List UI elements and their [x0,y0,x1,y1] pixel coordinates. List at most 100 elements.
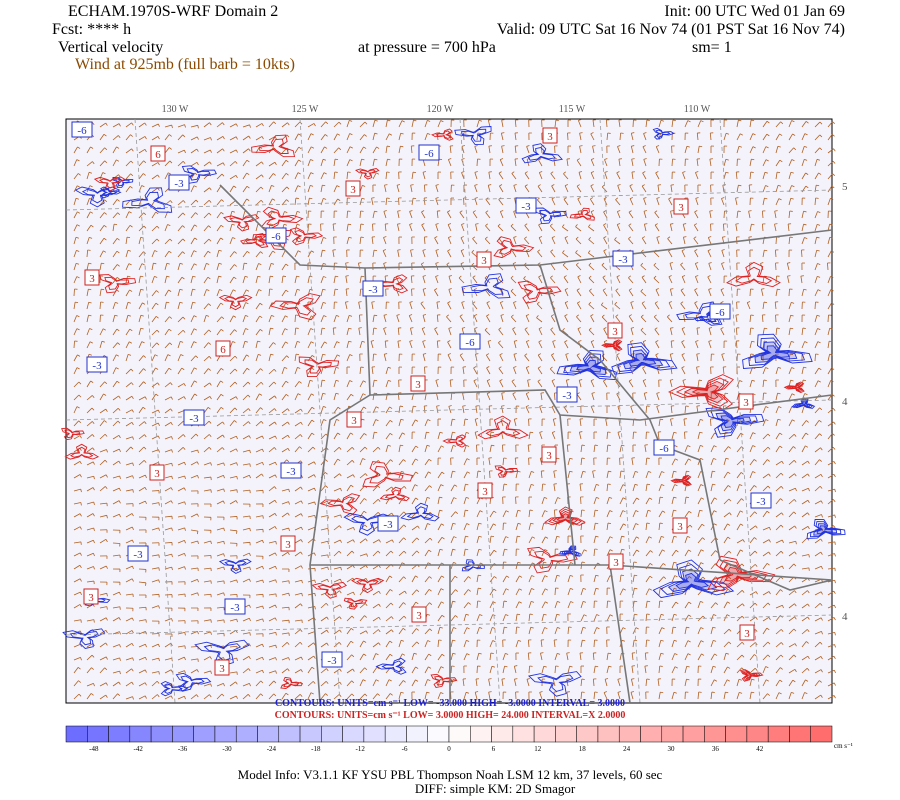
wind-barb-flag [374,392,378,395]
wind-barb [424,679,428,687]
wind-barb-flag [144,434,147,438]
wind-barb [164,642,172,648]
wind-barb [645,575,651,583]
wind-barb [722,185,725,193]
wind-barb-flag [687,120,691,123]
wind-barb-flag [640,327,644,331]
wind-barb [436,210,439,219]
wind-barb [630,692,634,700]
wind-barb-flag [695,340,699,342]
wind-barb [320,159,324,167]
wind-barb [125,578,133,583]
wind-barb [320,289,324,297]
wind-barb [164,527,172,531]
wind-barb [749,602,756,609]
wind-barb-flag [389,133,393,136]
wind-barb-flag [248,148,251,152]
wind-barb [593,484,597,492]
wind-barb-flag [358,262,362,264]
wind-barb [203,396,211,401]
wind-barb [216,447,223,453]
wind-barb-flag [249,566,251,571]
wind-barb-flag [140,275,144,278]
wind-barb-flag [630,405,634,407]
wind-barb-flag [563,171,567,175]
valid: Valid: 09 UTC Sat 16 Nov 74 (01 PST Sat … [497,21,845,38]
wind-barb [580,679,583,687]
wind-barb [500,315,504,323]
wind-barb [424,628,430,635]
wind-barb-flag [262,618,264,622]
wind-barb [448,406,452,414]
wind-barb [409,224,413,232]
wind-barb-flag [287,408,290,412]
wind-barb [657,185,660,193]
wind-barb [385,486,392,492]
wind-barb-flag [609,536,613,539]
wind-barb [434,237,439,245]
wind-barb-flag [322,301,327,304]
wind-barb [255,263,259,271]
wind-barb-flag [353,514,355,518]
wind-barb [694,211,699,219]
wind-barb [177,383,185,388]
wind-barb-flag [620,574,625,576]
wind-barb [294,669,302,674]
wind-barb [684,405,687,414]
wind-barb [383,263,387,271]
wind-barb-flag [259,315,263,319]
wind-barb [73,237,77,245]
wind-barb-flag [693,236,697,239]
wind-barb-flag [128,211,132,214]
wind-barb [658,692,661,700]
wind-barb-flag [246,251,250,254]
wind-barb-flag [119,448,121,453]
wind-barb [472,303,478,310]
wind-barb-flag [349,380,353,383]
wind-barb [489,510,495,518]
wind-barb [411,575,416,583]
wind-barb [190,658,198,661]
wind-barb-flag [514,340,518,342]
wind-barb [138,421,145,427]
wind-barb [723,653,727,661]
wind-barb-flag [326,642,329,646]
wind-barb [359,564,367,570]
wind-barb [164,263,168,271]
wind-barb [151,527,159,531]
wind-barb-flag [688,614,692,617]
wind-barb-flag [751,691,755,694]
wind-barb [762,302,765,310]
wind-barb-flag [462,327,466,329]
wind-barb-flag [602,288,606,291]
wind-barb-flag [273,121,277,125]
wind-barb [554,601,558,609]
wind-barb-flag [415,575,419,578]
wind-barb-flag [300,408,303,412]
wind-barb [580,457,583,466]
wind-barb [281,367,285,375]
wind-barb [281,315,286,323]
wind-barb-flag [348,327,352,330]
wind-barb-flag [415,666,419,669]
wind-barb [541,523,545,531]
wind-barb [320,566,328,570]
wind-barb [333,668,340,674]
wind-barb-flag [363,406,367,409]
wind-barb [151,409,159,414]
wind-barb-flag [364,603,368,606]
wind-barb [551,380,556,388]
wind-barb-flag [578,340,582,342]
wind-barb [489,445,492,453]
wind-barb [736,523,741,531]
wind-barb-flag [297,185,301,188]
wind-barb-flag [249,450,251,454]
wind-barb-flag [222,148,225,152]
wind-barb [320,328,323,336]
wind-barb-flag [335,158,339,161]
wind-barb [562,252,569,258]
wind-barb-flag [488,184,492,186]
wind-barb-flag [473,366,477,369]
wind-barb [73,591,81,596]
wind-barb-flag [116,380,120,384]
